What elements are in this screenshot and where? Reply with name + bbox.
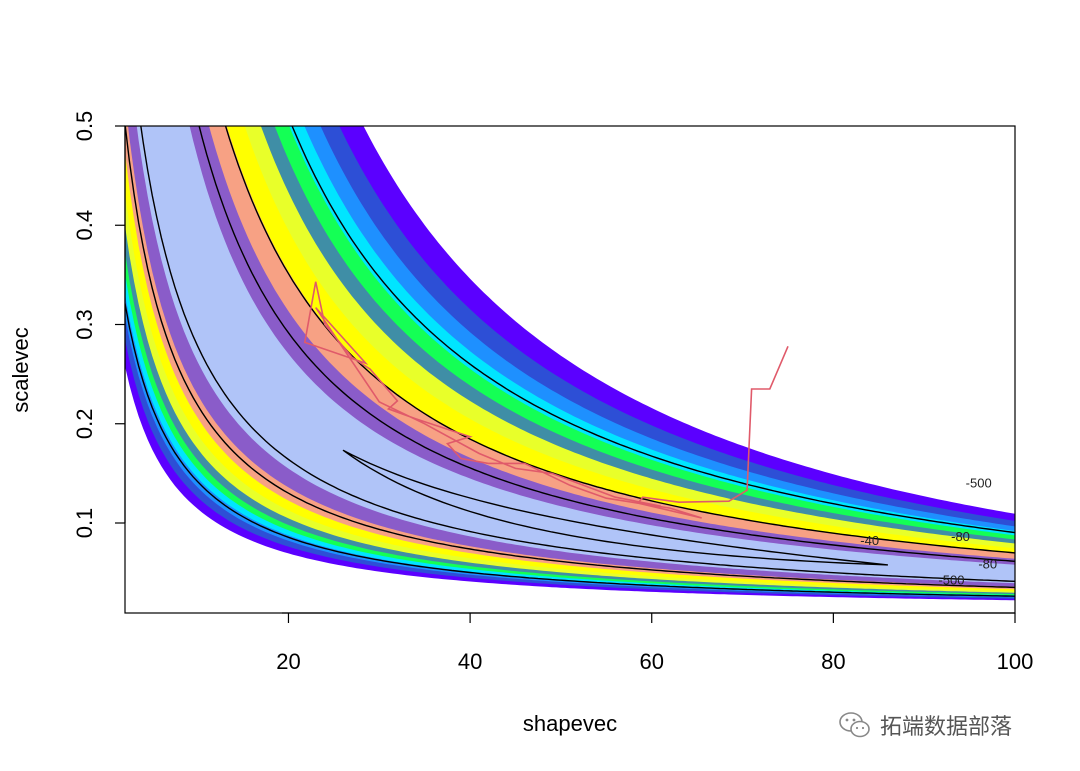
x-tick-label: 60 bbox=[639, 649, 663, 674]
contour-line bbox=[342, 449, 888, 566]
watermark-text: 拓端数据部落 bbox=[880, 715, 1013, 740]
x-tick-label: 100 bbox=[997, 649, 1034, 674]
wechat-icon bbox=[839, 712, 870, 738]
y-tick-label: 0.3 bbox=[72, 309, 97, 340]
x-tick-label: 40 bbox=[458, 649, 482, 674]
y-tick-label: 0.2 bbox=[72, 409, 97, 440]
y-tick-label: 0.1 bbox=[72, 508, 97, 539]
y-tick-label: 0.4 bbox=[72, 210, 97, 241]
contour-labels: -500 -40 -80 -80 -500 bbox=[860, 475, 997, 588]
x-tick-label: 80 bbox=[821, 649, 845, 674]
x-axis-title: shapevec bbox=[523, 711, 617, 736]
watermark: 拓端数据部落 bbox=[838, 708, 1012, 742]
y-axis: 0.1 0.2 0.3 0.4 0.5 bbox=[72, 111, 126, 539]
contour-band bbox=[136, 126, 1015, 584]
x-axis: 20 40 60 80 100 bbox=[276, 612, 1034, 674]
contour-lines bbox=[125, 126, 1015, 597]
y-tick-label: 0.5 bbox=[72, 111, 97, 142]
contour-label: -80 bbox=[951, 529, 970, 544]
contour-line bbox=[224, 126, 1015, 554]
contour-line bbox=[125, 303, 1015, 597]
contour-label: -500 bbox=[966, 475, 992, 490]
contour-label: -40 bbox=[860, 533, 879, 548]
contour-label: -500 bbox=[938, 573, 964, 588]
filled-contour-bands bbox=[125, 126, 1015, 613]
mcmc-trace bbox=[303, 281, 789, 519]
y-axis-title: scalevec bbox=[8, 327, 33, 413]
trace-line bbox=[303, 281, 789, 519]
x-tick-label: 20 bbox=[276, 649, 300, 674]
contour-line bbox=[198, 126, 1015, 562]
contour-label: -80 bbox=[978, 557, 997, 572]
contour-line bbox=[291, 126, 1015, 534]
contour-line bbox=[140, 126, 1015, 582]
contour-line bbox=[125, 126, 1015, 589]
